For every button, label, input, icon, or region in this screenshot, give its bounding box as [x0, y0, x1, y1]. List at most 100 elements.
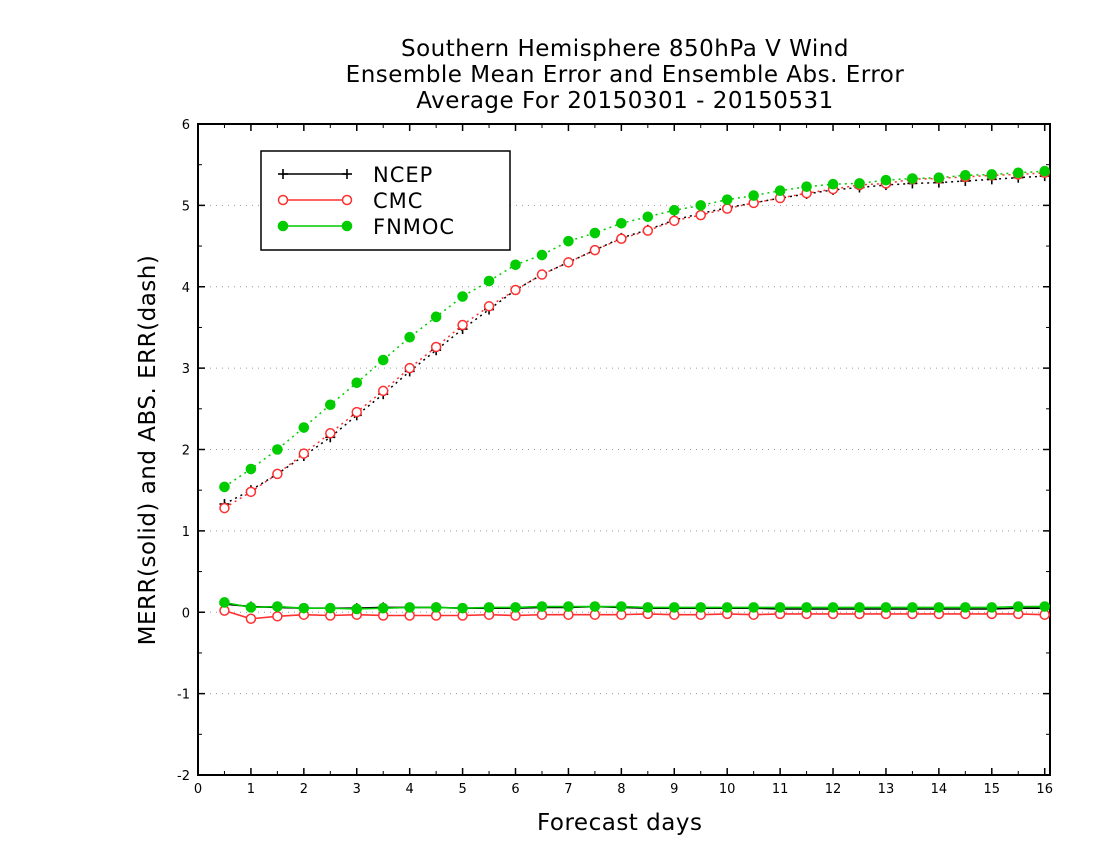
- legend-marker: [277, 194, 289, 206]
- x-tick-label: 4: [406, 782, 414, 797]
- y-tick-label: 2: [182, 444, 190, 459]
- data-point: [1012, 167, 1024, 179]
- data-point: [642, 211, 654, 223]
- data-point: [854, 178, 865, 189]
- y-tick-label: 6: [182, 118, 190, 133]
- data-point: [721, 203, 733, 214]
- y-tick-label: -1: [177, 688, 190, 703]
- data-point: [695, 209, 706, 221]
- data-point: [536, 249, 548, 261]
- legend-marker: [278, 169, 288, 179]
- x-tick-label: 15: [984, 782, 1001, 797]
- data-point: [298, 602, 310, 614]
- legend-item-fnmoc: FNMOC: [277, 215, 455, 239]
- data-point: [986, 169, 998, 180]
- chart-title-line-2: Ensemble Mean Error and Ensemble Abs. Er…: [345, 62, 905, 88]
- data-point: [245, 486, 257, 498]
- data-point: [219, 481, 230, 493]
- data-point: [377, 385, 389, 397]
- data-point: [748, 602, 759, 613]
- y-tick-label: -2: [177, 769, 190, 784]
- x-tick-label: 8: [617, 782, 625, 797]
- data-point: [324, 602, 336, 614]
- data-point: [404, 331, 415, 343]
- x-tick-label: 1: [247, 782, 255, 797]
- x-tick-label: 0: [194, 782, 202, 797]
- x-tick-label: 9: [670, 782, 678, 797]
- data-point: [695, 200, 707, 211]
- data-point: [801, 602, 812, 613]
- data-point: [245, 613, 257, 625]
- data-point: [430, 341, 442, 353]
- data-point: [589, 227, 601, 239]
- y-tick-label: 5: [182, 199, 190, 214]
- data-point: [960, 169, 971, 181]
- data-point: [827, 178, 839, 190]
- data-point: [510, 602, 521, 613]
- data-point: [404, 602, 415, 613]
- x-tick-label: 6: [511, 782, 519, 797]
- data-point: [854, 602, 865, 613]
- data-point: [298, 448, 310, 459]
- data-point: [430, 311, 442, 323]
- data-point: [1039, 165, 1051, 177]
- data-point: [272, 444, 283, 455]
- data-point: [325, 427, 336, 439]
- data-point: [245, 602, 257, 613]
- data-point: [272, 611, 283, 622]
- data-point: [960, 602, 971, 613]
- x-tick-label: 5: [458, 782, 466, 797]
- x-tick-label: 11: [772, 782, 789, 797]
- data-point: [351, 406, 363, 418]
- data-point: [298, 422, 310, 433]
- data-point: [880, 174, 892, 186]
- data-point: [616, 233, 627, 244]
- data-point: [377, 354, 389, 366]
- data-point: [721, 194, 733, 205]
- data-point: [457, 319, 468, 331]
- data-point: [880, 602, 892, 613]
- data-point: [801, 181, 812, 192]
- data-point: [457, 602, 468, 614]
- legend-label: CMC: [373, 189, 423, 213]
- legend-label: FNMOC: [373, 215, 455, 239]
- data-point: [272, 468, 283, 480]
- x-tick-label: 12: [825, 782, 842, 797]
- legend-marker: [277, 220, 289, 232]
- data-point: [245, 463, 257, 475]
- data-point: [1039, 601, 1051, 612]
- data-point: [748, 190, 759, 201]
- x-tick-label: 13: [878, 782, 895, 797]
- data-point: [377, 602, 389, 614]
- data-point: [483, 301, 495, 312]
- data-point: [986, 602, 998, 613]
- data-point: [563, 257, 574, 268]
- data-point: [219, 597, 230, 608]
- data-point: [907, 173, 918, 184]
- data-point: [616, 217, 627, 229]
- data-point: [1012, 601, 1024, 612]
- data-point: [272, 601, 283, 612]
- x-tick-label: 2: [300, 782, 308, 797]
- x-tick-label: 10: [719, 782, 736, 797]
- data-point: [669, 215, 680, 227]
- y-tick-label: 4: [182, 281, 190, 296]
- data-point: [536, 601, 548, 612]
- data-point: [721, 602, 733, 613]
- data-point: [483, 602, 495, 613]
- data-point: [536, 269, 548, 280]
- x-axis: 0 1 2 3 4 5 6 7 8 9 10 11 12 13 14 15 16: [194, 124, 1053, 797]
- data-point: [351, 377, 363, 389]
- data-point: [642, 602, 654, 613]
- chart-title-line-1: Southern Hemisphere 850hPa V Wind: [401, 36, 849, 62]
- data-point: [642, 225, 654, 236]
- legend-marker: [341, 194, 353, 206]
- data-point: [695, 602, 707, 613]
- data-point: [907, 602, 918, 613]
- data-point: [457, 291, 468, 302]
- data-point: [616, 601, 627, 612]
- series-fnmoc-abs-err: [219, 165, 1051, 493]
- x-tick-label: 3: [353, 782, 361, 797]
